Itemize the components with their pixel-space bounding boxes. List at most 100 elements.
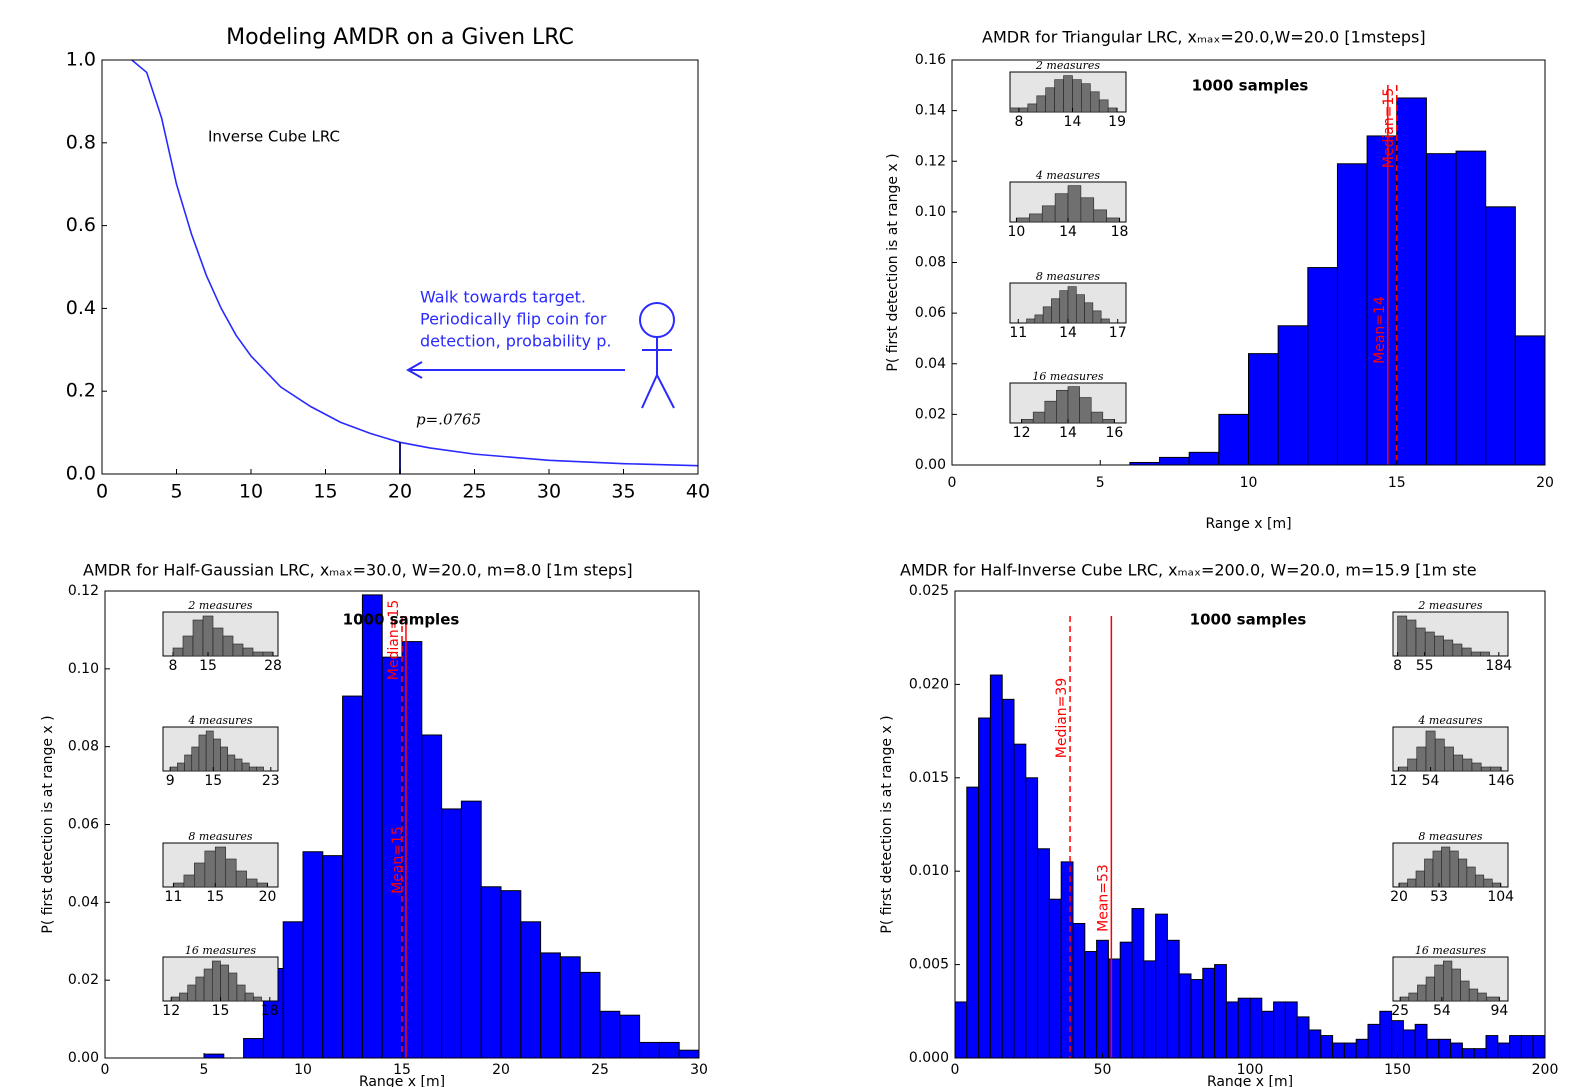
y-tick-label: 0.4 bbox=[66, 297, 96, 319]
bar bbox=[1037, 848, 1050, 1059]
stat-label: Mean=15 bbox=[390, 826, 406, 894]
bar bbox=[1248, 353, 1279, 466]
y-tick-label: 0.005 bbox=[909, 957, 949, 973]
bar bbox=[1336, 163, 1368, 466]
inset-tick-label: 19 bbox=[1108, 114, 1126, 130]
bar bbox=[1178, 973, 1192, 1059]
y-tick-label: 0.08 bbox=[915, 255, 946, 271]
inset-bar bbox=[256, 766, 264, 772]
inset-bar bbox=[1434, 738, 1445, 772]
inset-bar bbox=[1417, 984, 1427, 1002]
bar bbox=[1025, 777, 1039, 1059]
y-tick-label: 0.00 bbox=[68, 1050, 99, 1066]
inset-bar bbox=[1406, 619, 1417, 657]
bar bbox=[1188, 451, 1220, 466]
y-tick-label: 0.06 bbox=[68, 817, 99, 833]
x-tick-label: 0 bbox=[96, 481, 108, 503]
inset-tick-label: 54 bbox=[1422, 773, 1440, 789]
inset-bar bbox=[1009, 107, 1020, 113]
inset-bar bbox=[169, 766, 178, 772]
inset-tick-label: 8 bbox=[1014, 114, 1023, 130]
x-tick-label: 15 bbox=[313, 481, 337, 503]
y-tick-label: 0.14 bbox=[915, 103, 946, 119]
bar bbox=[1343, 1042, 1357, 1059]
inset-bar bbox=[1425, 730, 1436, 772]
inset-bar bbox=[1107, 107, 1118, 113]
inset-bar bbox=[192, 619, 204, 657]
inset-bar bbox=[241, 762, 250, 772]
bar bbox=[1461, 1048, 1475, 1059]
inset-bar bbox=[1034, 314, 1044, 324]
inset-bar bbox=[1468, 988, 1479, 1002]
inset-title: 4 measures bbox=[1417, 714, 1482, 727]
bar bbox=[361, 594, 383, 1059]
inset-bar bbox=[1486, 996, 1500, 1002]
inset-bar bbox=[187, 984, 197, 1002]
inset-bar bbox=[242, 647, 254, 657]
curve bbox=[131, 59, 699, 467]
inset-bar bbox=[1424, 858, 1434, 888]
bar bbox=[559, 956, 581, 1059]
inset-bar bbox=[248, 766, 257, 772]
x-tick-label: 0 bbox=[948, 475, 957, 491]
inset-tick-label: 14 bbox=[1059, 224, 1077, 240]
x-axis-label: Range x [m] bbox=[359, 1074, 445, 1087]
bar bbox=[1520, 1035, 1534, 1059]
inset-tick-label: 12 bbox=[1013, 425, 1031, 441]
inset-bar bbox=[225, 858, 237, 888]
inset-bar bbox=[252, 651, 264, 657]
bar bbox=[599, 1010, 621, 1059]
inset-tick-label: 18 bbox=[1111, 224, 1129, 240]
inset-bar bbox=[1063, 75, 1073, 113]
bar bbox=[1273, 1001, 1286, 1059]
y-tick-label: 0.04 bbox=[68, 894, 99, 910]
bar bbox=[1048, 898, 1062, 1059]
inset-bar bbox=[198, 734, 207, 772]
inset-bar bbox=[1415, 627, 1426, 657]
note-line: Walk towards target. bbox=[420, 288, 586, 307]
inset-bar bbox=[1084, 302, 1094, 324]
x-tick-label: 10 bbox=[294, 1062, 312, 1078]
x-tick-label: 30 bbox=[537, 481, 561, 503]
inset-tick-label: 25 bbox=[1391, 1003, 1409, 1019]
inset-title: 16 measures bbox=[1415, 944, 1486, 957]
inset-bar bbox=[1451, 968, 1461, 1002]
y-tick-label: 0.06 bbox=[915, 305, 946, 321]
inset-bar bbox=[1444, 746, 1454, 772]
inset-tick-label: 14 bbox=[1059, 425, 1077, 441]
y-tick-label: 0.00 bbox=[915, 457, 946, 473]
inset-bar bbox=[256, 882, 268, 888]
inset-tick-label: 10 bbox=[1008, 224, 1026, 240]
inset-title: 8 measures bbox=[1418, 830, 1482, 843]
x-tick-label: 20 bbox=[388, 481, 412, 503]
y-tick-label: 0.08 bbox=[68, 739, 99, 755]
inset-bar bbox=[244, 992, 254, 1002]
inset-bar bbox=[1036, 95, 1046, 113]
inset-tick-label: 9 bbox=[166, 773, 175, 789]
bar bbox=[243, 1038, 264, 1059]
inset-bar bbox=[228, 972, 238, 1002]
inset-bar bbox=[1016, 217, 1030, 223]
x-tick-label: 100 bbox=[1237, 1062, 1264, 1078]
bar bbox=[678, 1049, 700, 1059]
bar bbox=[1450, 1042, 1463, 1059]
inset-bar bbox=[184, 754, 193, 772]
bar bbox=[1214, 964, 1227, 1059]
bar bbox=[1473, 1048, 1487, 1059]
inset-bar bbox=[182, 635, 194, 657]
inset-bar bbox=[1480, 651, 1490, 657]
bar bbox=[1131, 908, 1145, 1059]
inset-bar bbox=[1397, 615, 1408, 657]
x-tick-label: 25 bbox=[591, 1062, 609, 1078]
inset-tick-label: 55 bbox=[1416, 658, 1434, 674]
bar bbox=[1166, 939, 1180, 1059]
bar bbox=[1013, 743, 1027, 1059]
inset-bar bbox=[1452, 643, 1463, 657]
inset-bar bbox=[1407, 758, 1418, 772]
inset-bar bbox=[1462, 758, 1473, 772]
bar bbox=[1225, 1001, 1239, 1059]
bar bbox=[282, 921, 304, 1059]
chart-title: AMDR for Half-Inverse Cube LRC, xₘₐₓ=200… bbox=[900, 561, 1477, 580]
stat-label: Median=15 bbox=[386, 600, 402, 680]
inset-tick-label: 15 bbox=[204, 773, 222, 789]
